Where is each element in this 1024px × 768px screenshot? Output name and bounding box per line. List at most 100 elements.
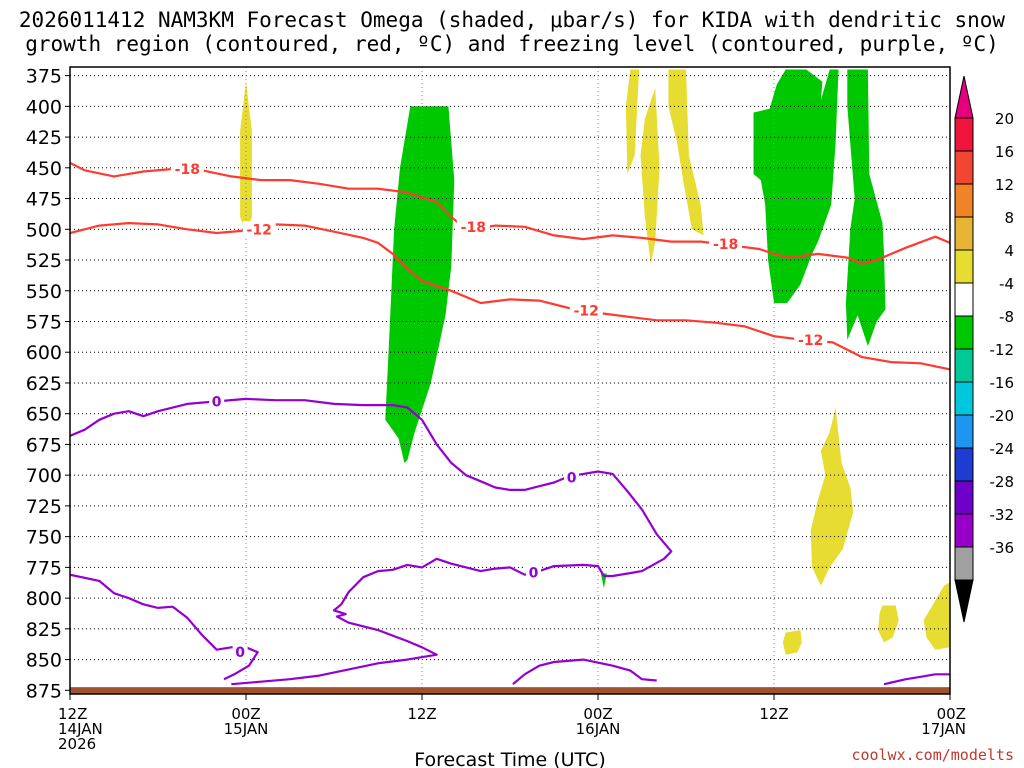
colorbar-swatch-10 xyxy=(954,447,974,482)
dgz-contour-line-1 xyxy=(70,222,950,371)
y-tick-label-525: 525 xyxy=(26,250,62,272)
y-tick-label-450: 450 xyxy=(26,158,62,180)
dgz-contour-label-0-2: -18 xyxy=(713,237,738,253)
dgz-contour-label-0-0: -18 xyxy=(175,162,200,178)
colorbar-swatch-13 xyxy=(954,546,974,581)
freezing-contour-label-0-1: 0 xyxy=(567,471,577,487)
y-axis: 375 400 425 450 475 500 525 550 575 600 625 650 675 7… xyxy=(26,66,70,702)
y-tick-label-875: 875 xyxy=(26,680,62,702)
chart-title-line1: 2026011412 NAM3KM Forecast Omega (shaded… xyxy=(18,8,1006,32)
colorbar-label-1: 16 xyxy=(995,143,1014,161)
colorbar-swatch-3 xyxy=(954,216,974,251)
omega-region-4 xyxy=(385,106,455,463)
terrain-band xyxy=(70,687,950,694)
colorbar-label-3: 8 xyxy=(1004,209,1014,227)
omega-region-5 xyxy=(753,69,839,303)
colorbar-label-11: -28 xyxy=(990,473,1015,491)
dgz-contour-line-0 xyxy=(70,161,950,265)
chart-title-line2: growth region (contoured, red, ºC) and f… xyxy=(25,32,999,56)
x-tick-label-24-1: 12Z xyxy=(407,705,436,723)
omega-region-9 xyxy=(878,605,899,643)
dgz-contour-label-bg-1-1 xyxy=(569,302,603,319)
y-tick-label-425: 425 xyxy=(26,127,62,149)
colorbar-swatch-0 xyxy=(954,117,974,152)
colorbar-swatch-1 xyxy=(954,150,974,185)
colorbar-label-7: -12 xyxy=(990,341,1015,359)
colorbar-label-6: -8 xyxy=(999,308,1014,326)
colorbar-label-2: 12 xyxy=(995,176,1014,194)
colorbar-label-0: 20 xyxy=(995,110,1014,128)
freezing-contour-line-2 xyxy=(512,658,657,686)
x-tick-label-36-1: 00Z xyxy=(583,705,612,723)
colorbar-swatch-11 xyxy=(954,480,974,515)
colorbar-swatch-2 xyxy=(954,183,974,218)
omega-region-3 xyxy=(668,69,704,236)
plot-frame xyxy=(69,66,951,695)
y-tick-label-825: 825 xyxy=(26,619,62,641)
y-tick-label-625: 625 xyxy=(26,373,62,395)
credit-text: coolwx.com/modelts xyxy=(851,746,1014,764)
omega-region-11 xyxy=(600,573,607,589)
y-tick-label-600: 600 xyxy=(26,342,62,364)
dgz-contour-label-0-1: -18 xyxy=(461,220,486,236)
colorbar-label-13: -36 xyxy=(990,539,1015,557)
colorbar-label-9: -20 xyxy=(990,407,1015,425)
dgz-contour-label-bg-0-1 xyxy=(456,218,490,235)
y-tick-label-725: 725 xyxy=(26,496,62,518)
y-tick-label-375: 375 xyxy=(26,66,62,88)
colorbar-swatch-12 xyxy=(954,513,974,548)
freezing-contour-line-1 xyxy=(70,573,259,681)
y-tick-label-650: 650 xyxy=(26,404,62,426)
x-tick-label-0-3: 2026 xyxy=(58,735,96,753)
x-tick-label-60-2: 17JAN xyxy=(921,720,966,738)
freezing-contour-label-0-0: 0 xyxy=(212,394,222,410)
y-tick-label-400: 400 xyxy=(26,96,62,118)
colorbar-label-8: -16 xyxy=(990,374,1015,392)
dgz-contour-label-bg-1-0 xyxy=(242,221,276,238)
omega-region-0 xyxy=(240,81,252,233)
colorbar: 20 16 12 8 4 -4 -8 -12 -16 -20 -24 -28 -32 -36 xyxy=(954,75,1015,623)
omega-region-6 xyxy=(845,69,886,347)
x-axis-label: Forecast Time (UTC) xyxy=(414,749,605,768)
colorbar-label-10: -24 xyxy=(990,440,1015,458)
x-tick-label-12-1: 00Z xyxy=(231,705,260,723)
x-tick-label-48-1: 12Z xyxy=(759,705,788,723)
freezing-contour-line-3 xyxy=(883,673,950,686)
colorbar-swatch-7 xyxy=(954,348,974,383)
colorbar-swatch-8 xyxy=(954,381,974,416)
y-tick-label-700: 700 xyxy=(26,465,62,487)
x-tick-label-0-2: 14JAN xyxy=(58,720,103,738)
x-tick-label-12-2: 15JAN xyxy=(224,720,269,738)
colorbar-label-4: 4 xyxy=(1004,242,1014,260)
y-tick-label-675: 675 xyxy=(26,434,62,456)
colorbar-label-12: -32 xyxy=(990,506,1015,524)
y-tick-label-575: 575 xyxy=(26,311,62,333)
colorbar-swatch-4 xyxy=(954,249,974,284)
dgz-contour-label-1-2: -12 xyxy=(798,333,823,349)
freezing-contour-label-bg-0-2 xyxy=(525,564,541,581)
x-tick-label-0-1: 12Z xyxy=(58,705,87,723)
y-tick-label-750: 750 xyxy=(26,527,62,549)
omega-region-8 xyxy=(782,630,802,655)
y-tick-label-475: 475 xyxy=(26,189,62,211)
contours: -18 -18 -18 -12 -12 -12 0 0 0 0 xyxy=(70,161,950,686)
dgz-contour-label-bg-0-0 xyxy=(170,161,204,178)
x-tick-label-36-2: 16JAN xyxy=(576,720,621,738)
colorbar-swatch-5 xyxy=(954,282,974,317)
omega-region-1 xyxy=(625,69,640,174)
omega-region-7 xyxy=(810,407,854,586)
omega-region-2 xyxy=(640,87,660,264)
freezing-contour-label-bg-0-0 xyxy=(209,393,225,410)
dgz-contour-label-bg-0-2 xyxy=(709,236,743,253)
y-tick-label-775: 775 xyxy=(26,557,62,579)
dgz-contour-label-1-1: -12 xyxy=(574,303,599,319)
y-tick-label-850: 850 xyxy=(26,650,62,672)
omega-region-10 xyxy=(923,582,950,650)
freezing-contour-label-0-2: 0 xyxy=(529,565,539,581)
freezing-contour-label-bg-0-1 xyxy=(564,469,580,486)
colorbar-label-5: -4 xyxy=(999,275,1014,293)
freezing-contour-line-0 xyxy=(70,397,673,686)
y-tick-label-550: 550 xyxy=(26,281,62,303)
terrain xyxy=(70,687,950,694)
